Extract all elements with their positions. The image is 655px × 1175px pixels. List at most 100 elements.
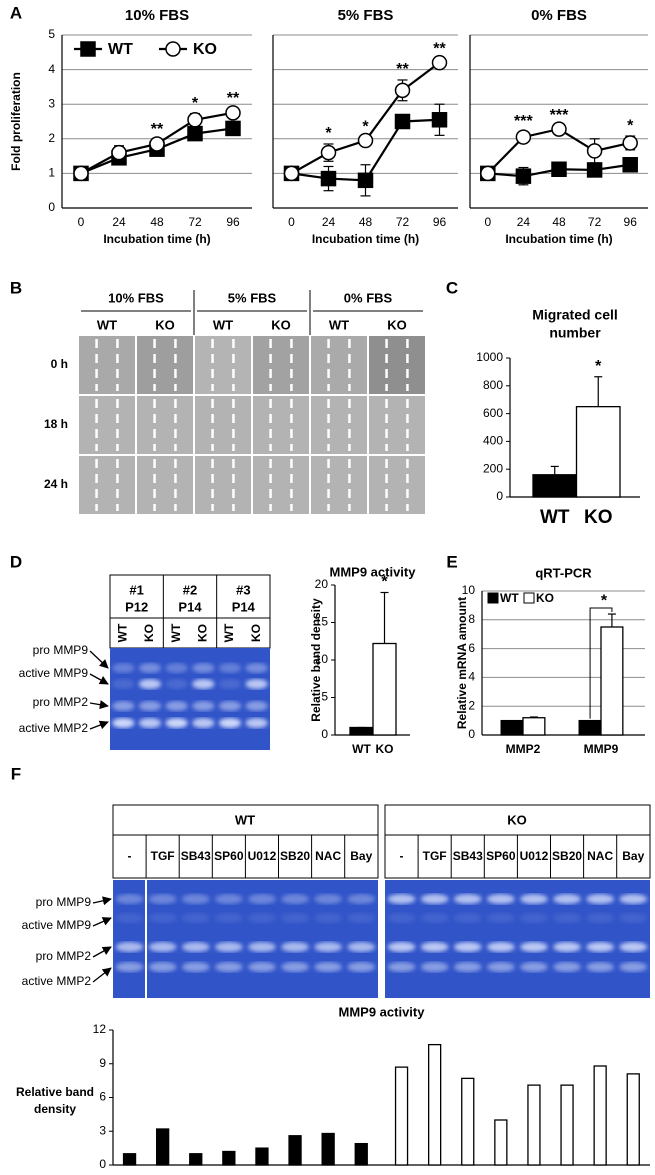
marker [187, 112, 203, 128]
lane-label: SP60 [214, 849, 244, 863]
x-tick-label: 72 [588, 215, 602, 229]
y-tick-label: 6 [468, 641, 475, 655]
gel-band [115, 913, 144, 923]
significance: * [595, 358, 602, 375]
lane-label: TGF [151, 849, 175, 863]
gel-band [520, 942, 548, 952]
gel-band [453, 894, 482, 904]
significance: * [381, 574, 388, 591]
legend-label: KO [536, 591, 554, 605]
gel-band [165, 701, 188, 711]
significance: *** [550, 107, 569, 124]
gel-band [115, 962, 144, 972]
micrograph [369, 456, 425, 514]
group-label: P14 [232, 599, 256, 614]
marker [149, 136, 165, 152]
lane-label: Bay [622, 849, 644, 863]
lane-label: NAC [587, 849, 613, 863]
y-axis-label: Fold proliferation [9, 72, 23, 171]
gel-band [420, 942, 449, 952]
gel-band [112, 663, 135, 673]
significance: * [601, 592, 608, 609]
gel-band [486, 962, 515, 972]
band-label: active MMP2 [19, 721, 89, 735]
gel-band [314, 913, 343, 923]
micrograph [369, 396, 425, 454]
bar [222, 1150, 236, 1166]
gel-band [314, 962, 343, 972]
group-label: P12 [125, 599, 148, 614]
significance: * [192, 95, 199, 112]
x-tick-label: 24 [112, 215, 126, 229]
significance: * [627, 117, 634, 134]
significance: ** [227, 90, 240, 107]
lane-label: KO [271, 317, 291, 332]
bar [372, 642, 397, 736]
significance: ** [151, 121, 164, 138]
gel-band [192, 679, 215, 689]
gel-band [453, 913, 482, 923]
gel-band [281, 894, 309, 904]
band-label: pro MMP9 [36, 895, 92, 909]
marker [480, 165, 496, 182]
gel-band [420, 962, 449, 972]
bar [354, 1142, 368, 1166]
marker [586, 162, 603, 178]
marker [394, 82, 411, 99]
marker [357, 132, 374, 149]
chart-title: Migrated cell [532, 307, 618, 323]
gel-band [218, 663, 242, 673]
significance: *** [514, 113, 533, 130]
micrograph [195, 396, 251, 454]
gel-band [138, 663, 162, 673]
y-tick-label: 400 [483, 434, 503, 448]
x-axis-label: Incubation time (h) [103, 232, 210, 246]
x-tick-label: 72 [188, 215, 202, 229]
micrograph [253, 336, 309, 394]
bar [461, 1077, 475, 1166]
gel-band [214, 913, 243, 923]
y-tick-label: 12 [93, 1022, 107, 1036]
chart-title: 10% FBS [125, 7, 189, 24]
gel-band [553, 894, 581, 904]
micrograph [137, 336, 193, 394]
gel-band [314, 894, 343, 904]
lane-label: U012 [520, 849, 549, 863]
gel-band [520, 894, 548, 904]
micrograph [195, 456, 251, 514]
gel-band [281, 913, 309, 923]
bar [575, 405, 621, 498]
x-tick-label: 48 [552, 215, 566, 229]
x-tick-label: 0 [484, 215, 491, 229]
gel-band [586, 894, 615, 904]
lane-label: KO [196, 624, 210, 642]
micrograph [253, 456, 309, 514]
y-tick-label: 3 [99, 1123, 106, 1137]
micrograph [369, 336, 425, 394]
band-label: pro MMP9 [33, 643, 89, 657]
gel-band [619, 913, 648, 923]
y-tick-label: 200 [483, 461, 503, 475]
marker [431, 54, 448, 71]
legend-swatch [487, 592, 499, 604]
legend-label: WT [500, 591, 519, 605]
marker [622, 157, 638, 173]
y-tick-label: 600 [483, 406, 503, 420]
x-tick-label: 96 [624, 215, 638, 229]
bar [527, 1084, 541, 1166]
marker [622, 135, 638, 151]
bar [255, 1147, 269, 1166]
gel-band [387, 962, 416, 972]
band-label: pro MMP2 [36, 949, 92, 963]
x-tick-label: 48 [359, 215, 373, 229]
band-arrow [89, 673, 109, 685]
x-axis-label: Incubation time (h) [312, 232, 419, 246]
band-arrow [89, 650, 109, 669]
x-tick-label: WT [352, 742, 371, 756]
y-tick-label: 0 [496, 489, 503, 503]
gel-band [387, 894, 416, 904]
lane-label: U012 [248, 849, 277, 863]
gel-band [181, 962, 210, 972]
gel-band [553, 962, 581, 972]
gel-band [214, 894, 243, 904]
